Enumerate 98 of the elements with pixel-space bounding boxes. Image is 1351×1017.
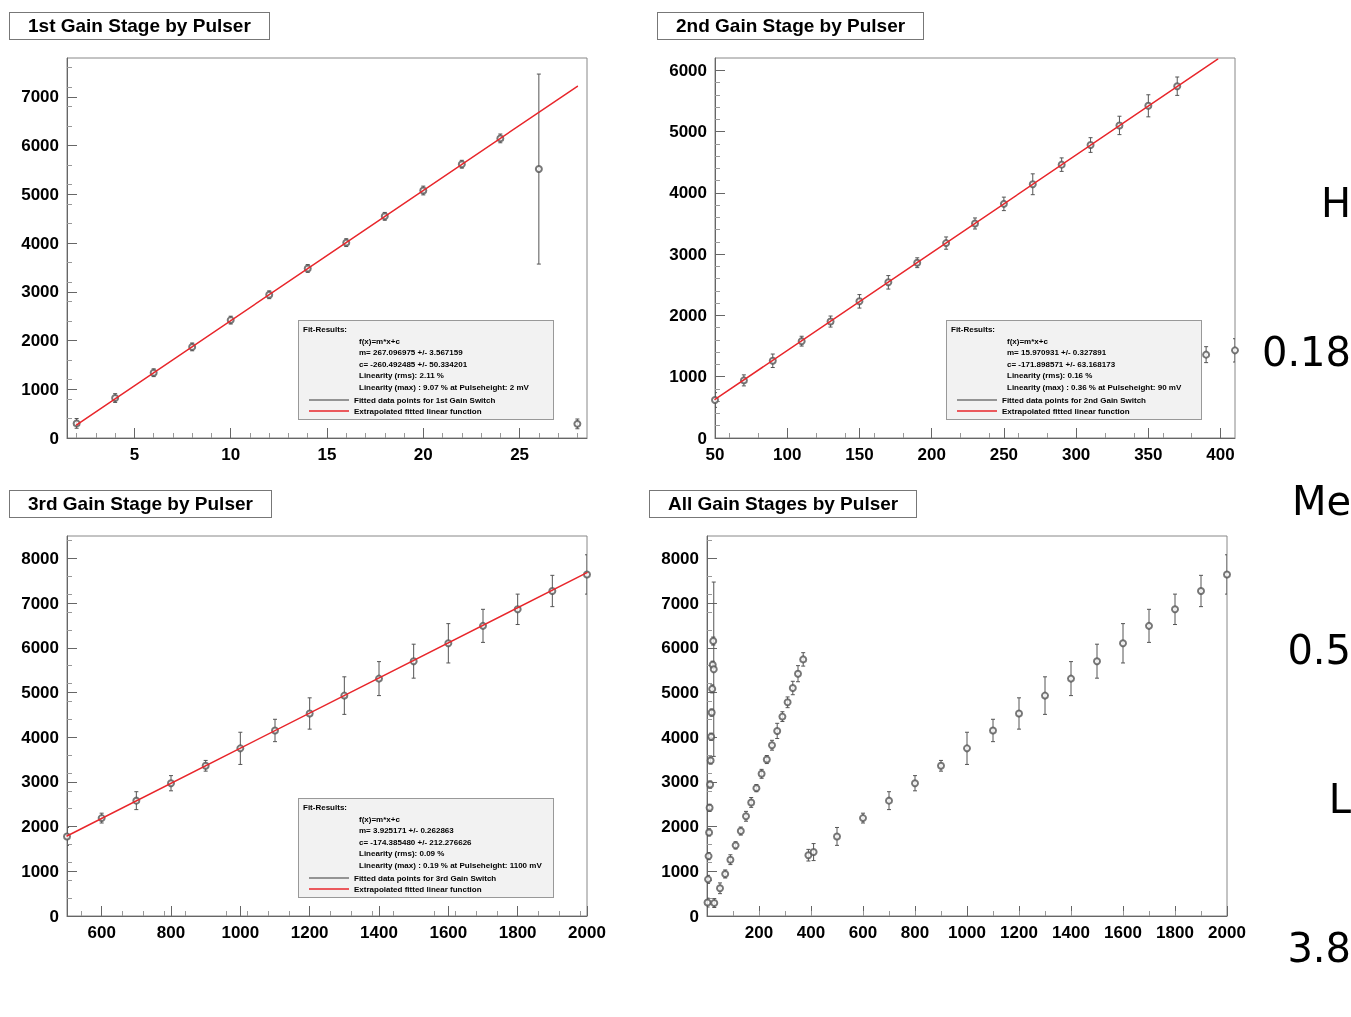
y-tick-label: 0: [697, 428, 707, 448]
chart-title: All Gain Stages by Pulser: [649, 490, 918, 518]
annotation: Linearity (rms): 0.09 %: [358, 848, 446, 860]
y-tick-label: 3000: [21, 282, 59, 302]
legend-label: Fitted data points for 3rd Gain Switch: [354, 873, 497, 883]
annotation: m= 15.970931 +/- 0.327891: [1006, 347, 1108, 359]
x-tick-label: 400: [796, 923, 826, 942]
chart-title: 3rd Gain Stage by Pulser: [9, 490, 272, 518]
x-tick-label: 25: [510, 445, 530, 464]
y-tick-label: 8000: [21, 548, 59, 568]
y-tick-label: 6000: [661, 638, 699, 658]
y-tick-label: 6000: [669, 60, 707, 80]
annotation: Fit-Results:: [303, 324, 348, 336]
y-tick-label: 1000: [661, 861, 699, 881]
annotation: Linearity (rms): 2.11 %: [358, 370, 445, 382]
x-tick-label: 50: [705, 445, 725, 464]
x-tick-label: 20: [413, 445, 433, 464]
legend-label: Extrapolated fitted linear function: [354, 884, 482, 894]
y-tick-label: 6000: [21, 638, 59, 658]
x-tick-label: 150: [845, 445, 874, 464]
y-tick-label: 2000: [661, 817, 699, 837]
x-tick-label: 1800: [498, 923, 537, 942]
x-tick-label: 600: [87, 923, 116, 942]
y-tick-label: 5000: [661, 682, 699, 702]
y-tick-label: 2000: [21, 331, 59, 351]
y-tick-label: 0: [49, 428, 59, 448]
x-tick-label: 5: [129, 445, 140, 464]
legend-label: Fitted data points for 2nd Gain Switch: [1002, 395, 1147, 405]
y-tick-label: 4000: [661, 727, 699, 747]
x-tick-label: 400: [1206, 445, 1235, 464]
y-tick-label: 6000: [21, 136, 59, 156]
x-tick-label: 1400: [1052, 923, 1090, 942]
x-tick-label: 2000: [568, 923, 606, 942]
x-tick-label: 200: [917, 445, 946, 464]
annotation: Linearity (max) : 0.19 % at Pulseheight: 1100 mV: [358, 859, 543, 871]
text: L: [1328, 776, 1351, 822]
y-tick-label: 3000: [669, 244, 707, 264]
annotation: Fit-Results:: [303, 802, 348, 814]
x-tick-label: 15: [317, 445, 337, 464]
y-tick-label: 2000: [669, 305, 707, 325]
legend-label: Extrapolated fitted linear function: [354, 406, 482, 416]
y-tick-label: 7000: [21, 87, 59, 107]
x-tick-label: 1400: [360, 923, 398, 942]
y-tick-label: 0: [689, 906, 699, 926]
annotation: m= 267.096975 +/- 3.567159: [358, 347, 464, 359]
y-tick-label: 7000: [21, 593, 59, 613]
y-tick-label: 1000: [21, 379, 59, 399]
x-tick-label: 1000: [221, 923, 260, 942]
x-tick-label: 10: [221, 445, 241, 464]
y-tick-label: 5000: [21, 682, 59, 702]
x-tick-label: 1200: [1000, 923, 1038, 942]
y-tick-label: 5000: [669, 122, 707, 142]
x-tick-label: 800: [156, 923, 186, 942]
y-tick-label: 2000: [21, 817, 59, 837]
y-tick-label: 3000: [661, 772, 699, 792]
annotation: c= -260.492485 +/- 50.334201: [358, 358, 469, 370]
annotation: Linearity (max) : 0.36 % at Pulseheight: 90 mV: [1006, 381, 1183, 393]
x-tick-label: 1600: [429, 923, 468, 942]
y-tick-label: 4000: [21, 727, 59, 747]
annotation: f(x)=m*x+c: [1006, 335, 1049, 347]
text: Me: [1291, 478, 1351, 524]
annotation: Fit-Results:: [951, 324, 996, 336]
x-tick-label: 600: [848, 923, 878, 942]
x-tick-label: 250: [989, 445, 1019, 464]
annotation: c= -174.385480 +/- 212.276626: [358, 836, 473, 848]
annotation: f(x)=m*x+c: [358, 335, 401, 347]
y-tick-label: 7000: [661, 593, 699, 613]
x-tick-label: 1000: [948, 923, 986, 942]
chart-title: 2nd Gain Stage by Pulser: [657, 12, 925, 40]
annotation: c= -171.898571 +/- 63.168173: [1006, 358, 1117, 370]
text: 3.8: [1287, 925, 1351, 971]
y-tick-label: 4000: [21, 233, 59, 253]
x-tick-label: 1800: [1156, 923, 1194, 942]
legend-label: Fitted data points for 1st Gain Switch: [354, 395, 496, 405]
legend-label: Extrapolated fitted linear function: [1002, 406, 1130, 416]
x-tick-label: 350: [1134, 445, 1163, 464]
text: 0.18: [1261, 329, 1351, 375]
y-tick-label: 0: [49, 906, 59, 926]
annotation: m= 3.925171 +/- 0.262863: [358, 825, 455, 837]
annotation: Linearity (max) : 9.07 % at Pulseheight: 2 mV: [358, 381, 530, 393]
x-tick-label: 200: [744, 923, 774, 942]
x-tick-label: 2000: [1208, 923, 1246, 942]
text: 0.5: [1287, 627, 1351, 673]
y-tick-label: 1000: [21, 861, 59, 881]
annotation: Linearity (rms): 0.16 %: [1006, 370, 1094, 382]
x-tick-label: 1200: [290, 923, 329, 942]
x-tick-label: 300: [1061, 445, 1091, 464]
y-tick-label: 1000: [669, 367, 707, 387]
y-tick-label: 5000: [21, 184, 59, 204]
chart-title: 1st Gain Stage by Pulser: [9, 12, 270, 40]
y-tick-label: 4000: [669, 183, 707, 203]
x-tick-label: 800: [900, 923, 930, 942]
text: H: [1320, 180, 1351, 226]
annotation: f(x)=m*x+c: [358, 813, 401, 825]
y-tick-label: 3000: [21, 772, 59, 792]
y-tick-label: 8000: [661, 548, 699, 568]
x-tick-label: 100: [773, 445, 802, 464]
x-tick-label: 1600: [1104, 923, 1142, 942]
